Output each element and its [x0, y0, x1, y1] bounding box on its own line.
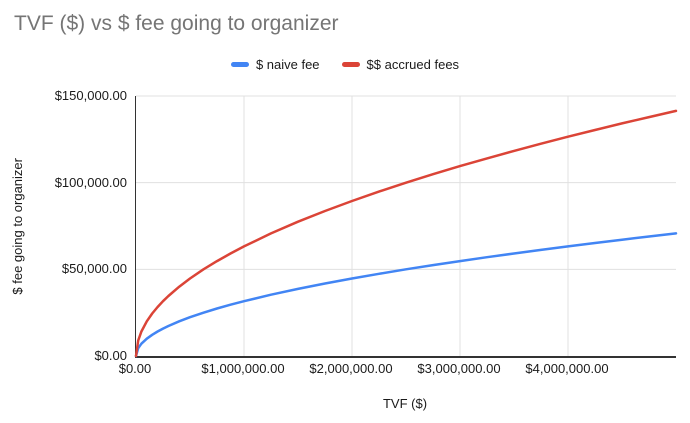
- legend: $ naive fee $$ accrued fees: [0, 57, 690, 72]
- x-tick-label: $3,000,000.00: [417, 361, 501, 376]
- legend-dash-icon: [230, 62, 249, 67]
- series-line-0: [134, 232, 678, 358]
- legend-label-naive-fee: $ naive fee: [255, 57, 320, 72]
- y-axis-title-text: $ fee going to organizer: [10, 157, 25, 295]
- series-line-1: [134, 109, 678, 358]
- x-tick-label: $1,000,000.00: [201, 361, 285, 376]
- plot-svg: [134, 95, 678, 358]
- plot-area: [134, 95, 678, 358]
- legend-item-accrued-fees: $$ accrued fees: [341, 57, 460, 72]
- chart-title: TVF ($) vs $ fee going to organizer: [14, 12, 339, 35]
- legend-label-accrued-fees: $$ accrued fees: [366, 57, 460, 72]
- x-axis-title: TVF ($): [382, 396, 428, 411]
- y-axis-title: $ fee going to organizer: [10, 96, 25, 356]
- legend-dash-icon: [341, 62, 360, 67]
- x-tick-label: $0.00: [118, 361, 152, 376]
- legend-item-naive-fee: $ naive fee: [230, 57, 320, 72]
- x-tick-label: $2,000,000.00: [309, 361, 393, 376]
- x-tick-label: $4,000,000.00: [525, 361, 609, 376]
